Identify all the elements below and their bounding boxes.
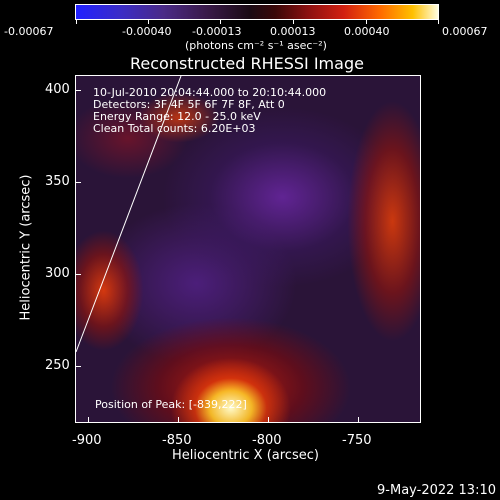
x-tick xyxy=(88,417,89,423)
y-tick xyxy=(75,366,81,367)
y-tick-label: 350 xyxy=(45,174,70,189)
y-tick-label: 250 xyxy=(45,358,70,373)
y-tick-label: 400 xyxy=(45,82,70,97)
colorbar-tick xyxy=(220,20,221,24)
y-tick xyxy=(75,182,81,183)
colorbar-tick xyxy=(438,20,439,24)
x-tick-label: -750 xyxy=(342,433,372,448)
y-axis-label: Heliocentric Y (arcsec) xyxy=(18,174,34,321)
colorbar-tick xyxy=(148,20,149,24)
colorbar xyxy=(75,4,439,20)
info-detectors: Detectors: 3F 4F 5F 6F 7F 8F, Att 0 xyxy=(93,98,285,111)
colorbar-tick-label: 0.00013 xyxy=(270,25,316,38)
colorbar-tick xyxy=(293,20,294,24)
colorbar-units: (photons cm⁻² s⁻¹ asec⁻²) xyxy=(185,39,327,52)
plot-title: Reconstructed RHESSI Image xyxy=(130,54,364,73)
info-time-range: 10-Jul-2010 20:04:44.000 to 20:10:44.000 xyxy=(93,86,327,99)
info-clean: Clean Total counts: 6.20E+03 xyxy=(93,122,256,135)
rhessi-image xyxy=(75,75,421,423)
x-axis-label: Heliocentric X (arcsec) xyxy=(172,448,319,463)
colorbar-tick xyxy=(366,20,367,24)
y-tick xyxy=(75,90,81,91)
colorbar-tick-label: 0.00067 xyxy=(442,25,488,38)
timestamp: 9-May-2022 13:10 xyxy=(377,483,496,498)
info-energy: Energy Range: 12.0 - 25.0 keV xyxy=(93,110,261,123)
x-tick xyxy=(358,417,359,423)
y-tick-label: 300 xyxy=(45,266,70,281)
colorbar-tick-label: -0.00067 xyxy=(4,25,54,38)
colorbar-tick-label: -0.00013 xyxy=(192,25,242,38)
limb-line xyxy=(76,76,182,353)
colorbar-tick-label: -0.00040 xyxy=(122,25,172,38)
colorbar-tick xyxy=(76,20,77,24)
x-tick-label: -850 xyxy=(162,433,192,448)
x-tick-label: -900 xyxy=(72,433,102,448)
y-tick xyxy=(75,274,81,275)
x-tick xyxy=(178,417,179,423)
x-tick-label: -800 xyxy=(252,433,282,448)
x-tick xyxy=(268,417,269,423)
peak-position: Position of Peak: [-839,222] xyxy=(95,398,247,411)
colorbar-tick-label: 0.00040 xyxy=(344,25,390,38)
